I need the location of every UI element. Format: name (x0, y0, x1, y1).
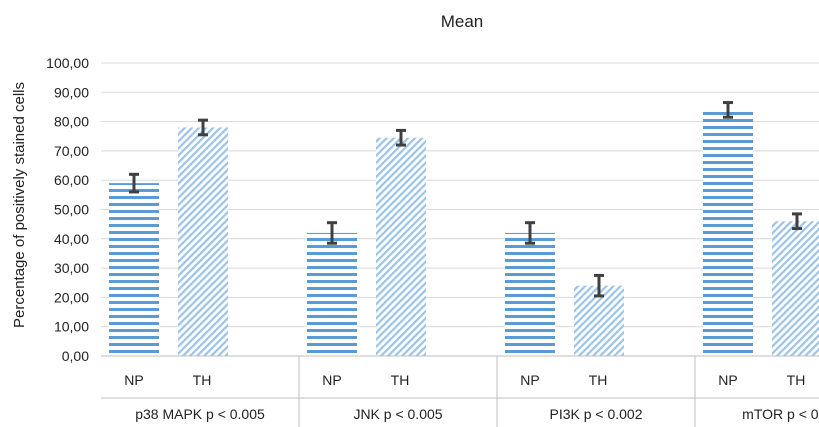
y-tick-label: 20,00 (54, 289, 89, 305)
bar-np (109, 183, 159, 356)
bar-th (772, 221, 819, 356)
category-label: NP (520, 372, 539, 388)
y-tick-label: 50,00 (54, 202, 89, 218)
category-label: NP (718, 372, 737, 388)
group-label: PI3K p < 0.002 (549, 406, 642, 422)
group-label: mTOR p < 0.005 (742, 406, 819, 422)
bar-np (505, 232, 555, 356)
y-tick-label: 40,00 (54, 231, 89, 247)
y-tick-label: 80,00 (54, 114, 89, 130)
category-label: NP (124, 372, 143, 388)
category-label: TH (787, 372, 806, 388)
bar-np (307, 232, 357, 356)
group-label: JNK p < 0.005 (353, 406, 442, 422)
bars (109, 109, 819, 357)
y-tick-label: 10,00 (54, 319, 89, 335)
y-tick-label: 90,00 (54, 84, 89, 100)
category-label: TH (589, 372, 608, 388)
category-label: NP (322, 372, 341, 388)
error-bars (129, 101, 802, 298)
y-tick-label: 70,00 (54, 143, 89, 159)
category-label: TH (391, 372, 410, 388)
bar-np (703, 109, 753, 356)
category-label: TH (193, 372, 212, 388)
x-axis: NP TH p38 MAPK p < 0.005 NP TH JNK p < 0.005 N… (101, 355, 819, 427)
y-tick-label: 100,00 (46, 55, 89, 71)
bar-th (178, 127, 228, 357)
bar-th (376, 137, 426, 356)
y-tick-label: 30,00 (54, 260, 89, 276)
y-tick-label: 0,00 (62, 348, 89, 364)
y-tick-labels: 0,00 10,00 20,00 30,00 40,00 50,00 60,00 70,00 8… (46, 55, 89, 364)
y-axis-label: Percentage of positively stained cells (11, 82, 28, 328)
group-label: p38 MAPK p < 0.005 (135, 406, 265, 422)
y-tick-label: 60,00 (54, 172, 89, 188)
chart-title: Mean (441, 12, 484, 31)
